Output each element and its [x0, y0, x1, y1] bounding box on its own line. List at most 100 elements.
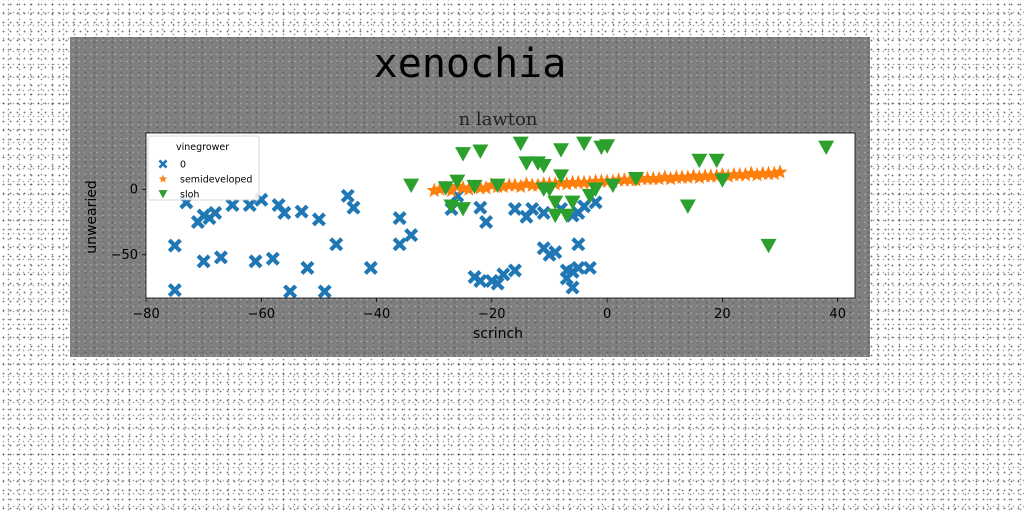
data-point-semideveloped	[668, 169, 684, 184]
data-point-semideveloped	[570, 174, 586, 190]
data-point-sloh	[708, 153, 725, 169]
data-point-0	[473, 273, 488, 288]
data-point-0	[507, 201, 522, 216]
legend-box	[147, 135, 260, 201]
data-marks	[167, 136, 835, 299]
y-axis-label: unwearied	[84, 180, 100, 254]
data-point-sloh	[553, 169, 570, 184]
chart-title: xenochia	[374, 41, 567, 87]
data-point-0	[265, 251, 280, 266]
data-point-sloh	[437, 181, 454, 196]
data-point-semideveloped	[524, 177, 540, 192]
data-point-semideveloped	[726, 166, 742, 182]
data-point-semideveloped	[513, 178, 529, 194]
data-point-sloh	[553, 143, 570, 158]
data-point-semideveloped	[622, 172, 638, 187]
data-point-sloh	[535, 158, 552, 174]
data-point-sloh	[472, 144, 489, 159]
data-point-semideveloped	[651, 170, 667, 186]
data-point-0	[167, 238, 182, 253]
data-point-0	[346, 200, 361, 215]
data-point-semideveloped	[495, 178, 511, 194]
data-point-semideveloped	[645, 170, 661, 186]
data-point-0	[392, 211, 407, 226]
data-point-sloh	[547, 208, 564, 224]
legend: vinegrower 0 semideveloped sloh	[147, 135, 260, 201]
data-point-sloh	[455, 147, 472, 162]
data-point-sloh	[564, 195, 581, 210]
data-point-sloh	[535, 182, 552, 197]
data-point-sloh	[449, 174, 466, 190]
data-point-0	[213, 250, 228, 265]
data-point-semideveloped	[432, 181, 448, 196]
data-point-0	[167, 283, 182, 298]
x-tick-label: −60	[248, 307, 275, 322]
data-point-sloh	[518, 156, 535, 171]
data-point-semideveloped	[680, 169, 696, 184]
data-point-0	[392, 237, 407, 252]
data-point-0	[577, 199, 592, 214]
data-point-sloh	[558, 208, 575, 224]
data-point-semideveloped	[472, 180, 488, 195]
x-tick-label: −80	[132, 307, 159, 322]
data-point-semideveloped	[582, 174, 598, 190]
data-point-0	[196, 254, 211, 269]
data-point-semideveloped	[564, 174, 581, 190]
data-point-sloh	[403, 178, 420, 193]
data-point-sloh	[576, 136, 593, 152]
scatter-chart: xenochia n lawton −80 −60 −40 −20 0 20 40 −50 0…	[84, 41, 856, 342]
data-point-sloh	[604, 178, 621, 193]
data-point-0	[300, 260, 315, 275]
data-point-semideveloped	[634, 170, 650, 186]
data-point-semideveloped	[703, 168, 719, 183]
y-tick-label: −50	[111, 248, 138, 263]
data-point-semideveloped	[443, 182, 460, 198]
data-point-0	[404, 228, 419, 243]
data-point-0	[479, 215, 494, 230]
data-point-semideveloped	[501, 177, 517, 192]
legend-title: vinegrower	[176, 142, 229, 153]
data-point-0	[208, 205, 223, 220]
data-point-semideveloped	[639, 170, 656, 186]
data-point-semideveloped	[593, 173, 609, 188]
data-point-0	[536, 205, 551, 220]
chart-subtitle: n lawton	[459, 109, 538, 130]
data-point-0	[548, 245, 563, 260]
x-tick-label: 0	[603, 307, 611, 322]
legend-marker-semideveloped	[158, 174, 168, 183]
data-point-semideveloped	[755, 165, 771, 181]
data-point-0	[317, 284, 332, 299]
data-point-sloh	[466, 179, 483, 195]
data-point-sloh	[679, 199, 696, 214]
data-point-0	[329, 237, 344, 252]
data-point-semideveloped	[674, 169, 690, 184]
data-point-sloh	[599, 139, 616, 154]
x-axis-label: scrinch	[473, 326, 523, 342]
data-point-0	[496, 267, 511, 282]
data-point-0	[571, 237, 586, 252]
data-point-0	[294, 204, 309, 219]
legend-label: sloh	[180, 190, 199, 201]
data-point-semideveloped	[576, 174, 592, 190]
data-point-semideveloped	[588, 173, 604, 188]
x-tick-label: 20	[714, 307, 731, 322]
legend-marker-sloh	[158, 190, 168, 199]
y-axis-ticks: −50 0	[111, 182, 146, 263]
data-point-0	[340, 188, 355, 203]
x-tick-label: −40	[363, 307, 390, 322]
data-point-sloh	[443, 199, 460, 214]
data-point-0	[525, 201, 540, 216]
data-point-0	[277, 205, 292, 220]
legend-marker-0	[158, 159, 168, 169]
data-point-0	[311, 212, 326, 227]
figure: xenochia n lawton −80 −60 −40 −20 0 20 40 −50 0…	[70, 37, 870, 357]
data-point-semideveloped	[616, 172, 633, 187]
legend-label: semideveloped	[180, 175, 252, 186]
data-point-sloh	[512, 136, 529, 152]
x-tick-label: 40	[829, 307, 846, 322]
data-point-semideveloped	[691, 169, 707, 184]
data-point-sloh	[760, 238, 777, 254]
data-point-0	[363, 260, 378, 275]
x-tick-label: −20	[478, 307, 505, 322]
x-axis-ticks: −80 −60 −40 −20 0 20 40	[132, 298, 846, 322]
